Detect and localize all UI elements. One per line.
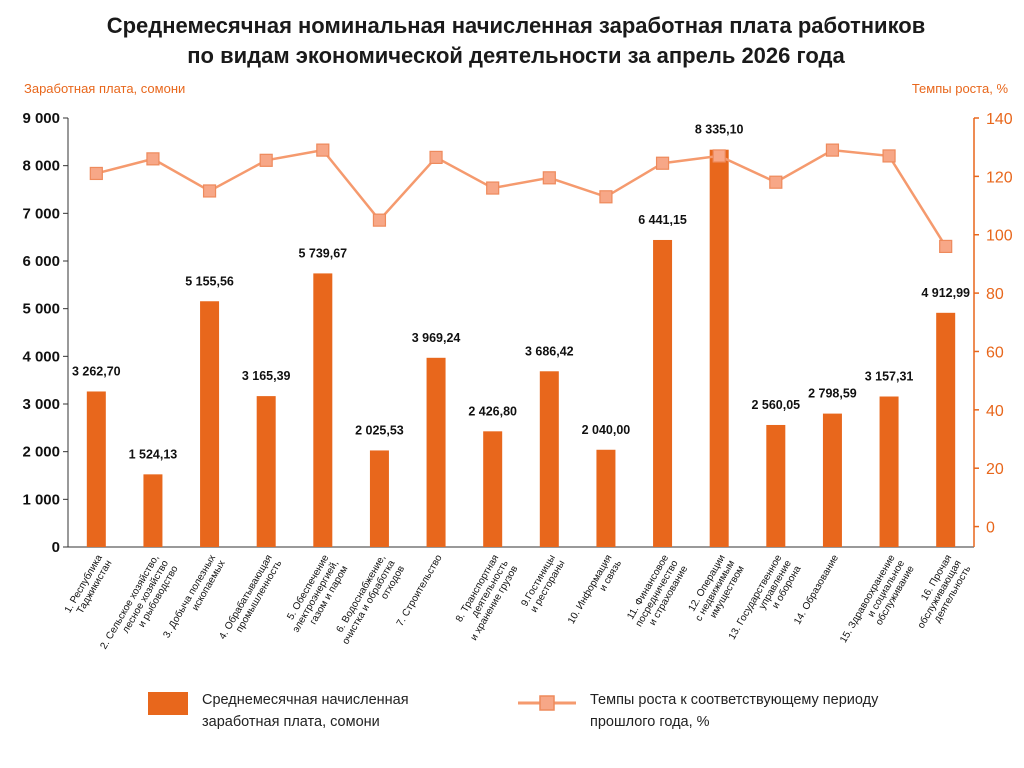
legend-bar-label-line-1: Среднемесячная начисленная [202, 692, 409, 708]
line-point [259, 153, 273, 167]
line-point [146, 152, 160, 166]
category-label-line: 7. Строительство [395, 553, 445, 629]
line-point [372, 213, 387, 227]
bar-data-label: 2 560,05 [751, 398, 800, 412]
y2-tick-label: 0 [986, 520, 995, 537]
bar [200, 301, 220, 547]
bar [143, 474, 163, 547]
bar-data-label: 4 912,99 [921, 286, 970, 300]
legend-bar-label-line-2: заработная плата, сомони [202, 714, 380, 730]
line-point [429, 150, 443, 164]
bar [86, 391, 106, 547]
chart-title-line-1: Среднемесячная номинальная начисленная з… [107, 13, 926, 38]
y-tick-label: 9 000 [22, 110, 60, 127]
category-label-line: 14. Образование [791, 552, 841, 627]
bar [313, 273, 333, 547]
bar [709, 149, 729, 547]
y-tick-label: 1 000 [22, 491, 60, 508]
bar-data-label: 3 165,39 [242, 369, 291, 383]
line-point [542, 171, 556, 185]
line-point [599, 190, 613, 204]
line-point [486, 181, 500, 195]
y2-tick-label: 140 [986, 111, 1013, 128]
y-tick-label: 0 [52, 539, 60, 556]
bar-data-label: 3 686,42 [525, 344, 574, 358]
line-point [316, 143, 330, 157]
y2-axis-title: Темпы роста, % [912, 81, 1009, 96]
line-point [939, 239, 953, 254]
bar [483, 431, 503, 547]
bar [256, 396, 276, 547]
category-label: 7. Строительство [395, 553, 445, 629]
bar-data-label: 2 040,00 [582, 423, 631, 437]
line-point [769, 175, 783, 189]
bar-data-labels: 3 262,70 1 524,13 5 155,56 3 165,39 5 739,67… [72, 123, 970, 462]
chart-title-line-2: по видам экономической деятельности за а… [187, 43, 845, 68]
y-tick-label: 6 000 [22, 253, 60, 270]
bar [936, 312, 956, 547]
y-tick-label: 5 000 [22, 301, 60, 318]
line-point [655, 156, 670, 170]
y-tick-label: 3 000 [22, 396, 60, 413]
legend-bar-swatch [148, 692, 188, 715]
bar-data-label: 3 969,24 [412, 331, 461, 345]
y-tick-label: 8 000 [22, 158, 60, 175]
bar-data-label: 8 335,10 [695, 123, 744, 137]
category-label: 14. Образование [791, 552, 841, 627]
y-axis-title: Заработная плата, сомони [24, 81, 185, 96]
bar [369, 450, 389, 547]
legend: Среднемесячная начисленная заработная пл… [148, 692, 879, 730]
legend-line-marker [539, 695, 555, 711]
legend-line-label-line-2: прошлого года, % [590, 714, 710, 730]
y2-axis: 0 20 40 60 80 100 120 140 [973, 111, 1013, 547]
y-tick-label: 2 000 [22, 444, 60, 461]
bar-data-label: 1 524,13 [129, 447, 178, 461]
line-point [202, 184, 217, 198]
y2-tick-label: 80 [986, 286, 1004, 303]
line-path [96, 148, 947, 248]
y-tick-label: 7 000 [22, 205, 60, 222]
bar-data-label: 6 441,15 [638, 213, 687, 227]
bar [539, 371, 559, 547]
bar [822, 413, 842, 547]
bar [653, 239, 673, 547]
bar-data-label: 5 155,56 [185, 274, 234, 288]
bar [426, 357, 446, 547]
legend-line-label-line-1: Темпы роста к соответствующему периоду [590, 692, 879, 708]
bar-data-label: 3 262,70 [72, 364, 121, 378]
y2-tick-label: 120 [986, 169, 1013, 186]
bar [766, 424, 786, 547]
y2-tick-label: 40 [986, 403, 1004, 420]
bar-data-label: 2 025,53 [355, 423, 404, 437]
line-point [882, 149, 896, 163]
y2-tick-label: 100 [986, 228, 1013, 245]
bar [596, 449, 616, 547]
bar-data-label: 2 426,80 [468, 404, 517, 418]
bar-data-label: 2 798,59 [808, 387, 857, 401]
line-point [712, 149, 726, 163]
bar [879, 396, 899, 547]
chart-title: Среднемесячная номинальная начисленная з… [107, 13, 926, 68]
y2-tick-label: 60 [986, 344, 1004, 361]
bar-data-label: 5 739,67 [298, 246, 347, 260]
bar-series [86, 149, 956, 547]
y-axis: 0 1 000 2 000 3 000 4 000 5 000 6 000 7 000 8 00… [22, 110, 974, 556]
y-tick-label: 4 000 [22, 348, 60, 365]
bar-data-label: 3 157,31 [865, 370, 914, 384]
line-point [89, 166, 103, 181]
y2-tick-label: 20 [986, 461, 1004, 478]
line-series [89, 143, 953, 254]
line-point [825, 143, 840, 157]
